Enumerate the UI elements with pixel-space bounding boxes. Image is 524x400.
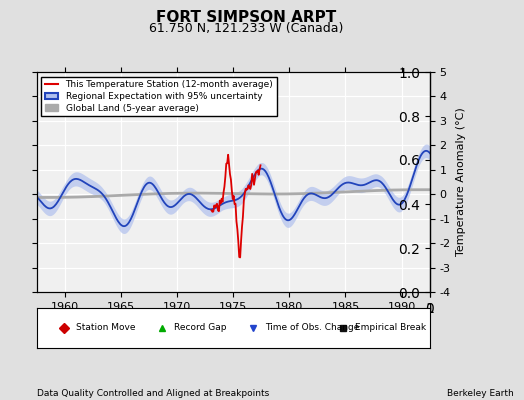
Text: 61.750 N, 121.233 W (Canada): 61.750 N, 121.233 W (Canada) xyxy=(149,22,343,35)
Text: Time of Obs. Change: Time of Obs. Change xyxy=(265,324,359,332)
Text: Data Quality Controlled and Aligned at Breakpoints: Data Quality Controlled and Aligned at B… xyxy=(37,389,269,398)
Text: Station Move: Station Move xyxy=(76,324,136,332)
Text: Record Gap: Record Gap xyxy=(174,324,227,332)
Text: Berkeley Earth: Berkeley Earth xyxy=(447,389,514,398)
Text: Empirical Break: Empirical Break xyxy=(355,324,426,332)
Y-axis label: Temperature Anomaly (°C): Temperature Anomaly (°C) xyxy=(456,108,466,256)
Text: FORT SIMPSON ARPT: FORT SIMPSON ARPT xyxy=(156,10,336,25)
Legend: This Temperature Station (12-month average), Regional Expectation with 95% uncer: This Temperature Station (12-month avera… xyxy=(41,76,277,116)
